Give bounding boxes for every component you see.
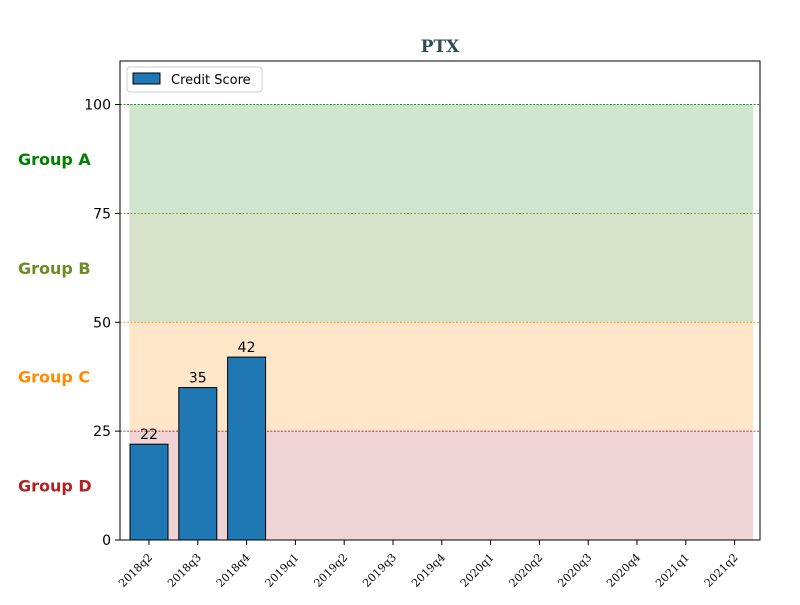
plot-frame — [119, 60, 761, 541]
y-tick-label-25: 25 — [93, 424, 111, 440]
bar-label-2018q4: 42 — [238, 340, 256, 356]
x-tick-label-2018q3: 2018q3 — [165, 551, 204, 590]
group-label-3: Group C — [18, 368, 90, 387]
x-tick-label-2020q3: 2020q3 — [555, 551, 594, 590]
x-tick-label-2021q2: 2021q2 — [702, 551, 741, 590]
bar-label-2018q3: 35 — [189, 371, 207, 387]
x-tick-label-2019q1: 2019q1 — [263, 551, 302, 590]
legend-swatch — [132, 72, 161, 85]
x-tick-label-2020q2: 2020q2 — [507, 551, 546, 590]
x-tick-label-2018q4: 2018q4 — [214, 551, 253, 590]
band-1 — [129, 104, 754, 214]
y-tick-label-0: 0 — [102, 533, 111, 549]
band-3 — [129, 322, 754, 432]
bar-2018q2 — [129, 443, 169, 541]
x-tick-label-2021q1: 2021q1 — [653, 551, 692, 590]
band-2 — [129, 213, 754, 323]
bar-label-2018q2: 22 — [140, 427, 158, 443]
x-tick-label-2018q2: 2018q2 — [116, 551, 155, 590]
chart-title: PTX — [421, 37, 460, 57]
group-label-4: Group D — [18, 477, 92, 496]
x-tick-label-2019q4: 2019q4 — [409, 551, 448, 590]
group-label-2: Group B — [18, 259, 91, 278]
bar-2018q3 — [178, 387, 218, 541]
legend-box — [126, 66, 263, 93]
bar-2018q4 — [227, 356, 267, 541]
x-tick-label-2020q1: 2020q1 — [458, 551, 497, 590]
band-4 — [129, 431, 754, 540]
x-tick-label-2019q2: 2019q2 — [311, 551, 350, 590]
group-label-1: Group A — [18, 150, 91, 169]
y-tick-label-75: 75 — [93, 206, 111, 222]
x-tick-label-2020q4: 2020q4 — [604, 551, 643, 590]
x-tick-label-2019q3: 2019q3 — [360, 551, 399, 590]
legend-label: Credit Score — [171, 73, 251, 88]
legend: Credit Score — [126, 66, 263, 93]
y-tick-label-50: 50 — [93, 315, 111, 331]
y-tick-label-100: 100 — [84, 98, 111, 114]
